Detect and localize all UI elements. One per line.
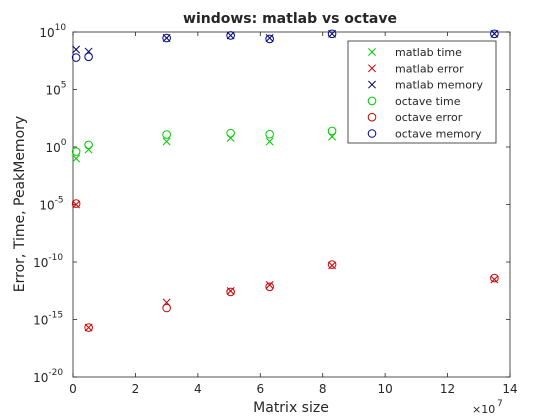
y-tick-label-exponent: 5 <box>61 81 67 91</box>
y-axis-label: Error, Time, PeakMemory <box>12 116 28 292</box>
data-point-matlab-memory <box>162 34 171 42</box>
y-tick-label: 10 -5 <box>39 196 63 213</box>
data-point-matlab-memory <box>226 31 235 40</box>
y-tick-label: 10 10 <box>39 23 66 40</box>
data-point-octave-memory <box>265 34 274 44</box>
data-point-matlab-memory <box>490 29 499 38</box>
data-point-matlab-error <box>265 281 274 289</box>
data-point-octave-error <box>226 287 235 297</box>
data-point-octave-time <box>71 147 81 156</box>
data-point-matlab-error <box>84 323 93 332</box>
data-point-octave-memory <box>71 53 81 62</box>
legend-marker-matlab-time <box>368 48 376 56</box>
x-axis-multiplier: ×10 7 <box>472 399 503 416</box>
y-tick-label-exponent: -20 <box>48 368 63 378</box>
data-point-octave-error <box>265 282 274 292</box>
data-point-matlab-time <box>265 137 274 146</box>
legend-label-matlab-error: matlab error <box>395 62 464 75</box>
x-axis-multiplier-base: ×10 <box>472 403 495 416</box>
y-tick-label-base: 10 <box>39 199 54 213</box>
data-point-octave-memory <box>84 52 93 62</box>
data-point-octave-time <box>162 130 171 139</box>
legend-label-matlab-memory: matlab memory <box>395 79 483 92</box>
legend-marker-matlab-memory <box>368 80 376 89</box>
y-tick-label: 10 -15 <box>33 311 63 328</box>
x-axis-label: Matrix size <box>253 400 329 416</box>
y-tick-label-base: 10 <box>39 26 54 40</box>
y-tick-label-base: 10 <box>46 141 61 155</box>
x-tick-label: 2 <box>132 382 140 396</box>
y-tick-label-exponent: -15 <box>48 311 63 321</box>
legend-label-octave-time: octave time <box>395 95 461 108</box>
data-point-matlab-error <box>490 275 499 284</box>
y-tick-label-base: 10 <box>33 256 48 270</box>
data-point-octave-time <box>327 126 337 136</box>
legend-marker-matlab-error <box>368 64 376 73</box>
data-point-matlab-memory <box>72 45 81 54</box>
x-tick-label: 8 <box>319 382 327 396</box>
data-point-octave-error <box>84 323 93 332</box>
data-point-octave-memory <box>327 29 337 39</box>
data-point-octave-error <box>490 273 499 283</box>
data-point-octave-time <box>84 140 93 150</box>
x-axis-multiplier-exponent: 7 <box>497 399 503 409</box>
x-tick-label: 6 <box>256 382 264 396</box>
y-tick-label-exponent: 0 <box>61 138 67 148</box>
y-tick-label: 10 -20 <box>33 368 63 385</box>
data-point-octave-time <box>226 128 235 138</box>
data-point-octave-memory <box>490 29 499 39</box>
y-tick-label: 10 -10 <box>33 253 63 270</box>
data-point-octave-memory <box>162 33 171 43</box>
x-axis: 0 2 4 6 8 10 12 14 <box>69 32 518 396</box>
x-tick-label: 14 <box>502 382 517 396</box>
data-point-octave-error <box>71 199 81 208</box>
data-point-matlab-time <box>72 154 81 163</box>
data-point-matlab-memory <box>328 29 337 38</box>
data-point-octave-error <box>327 260 337 269</box>
legend-marker-octave-time <box>367 96 377 106</box>
y-tick-label-exponent: 10 <box>55 23 67 33</box>
legend-label-matlab-time: matlab time <box>395 46 462 59</box>
data-point-octave-memory <box>226 31 235 40</box>
y-tick-label-base: 10 <box>33 371 48 385</box>
legend: matlab time matlab error matlab memory octa… <box>347 40 497 144</box>
data-point-matlab-time <box>162 137 171 146</box>
x-tick-label: 12 <box>440 382 455 396</box>
y-tick-label: 10 0 <box>46 138 67 155</box>
data-point-octave-error <box>162 303 171 313</box>
data-point-matlab-time <box>84 145 93 154</box>
chart-title: windows: matlab vs octave <box>183 11 397 27</box>
y-tick-label: 10 5 <box>46 81 67 98</box>
legend-marker-octave-error <box>367 112 377 122</box>
legend-label-octave-error: octave error <box>395 111 463 124</box>
legend-box <box>347 40 497 144</box>
y-tick-label-base: 10 <box>46 84 61 98</box>
x-tick-label: 4 <box>194 382 202 396</box>
x-tick-label: 0 <box>69 382 77 396</box>
data-point-matlab-time <box>226 134 235 143</box>
legend-label-octave-memory: octave memory <box>395 128 482 141</box>
legend-marker-octave-memory <box>367 129 377 138</box>
y-tick-label-base: 10 <box>33 314 48 328</box>
data-markers <box>71 29 499 332</box>
x-tick-label: 10 <box>378 382 393 396</box>
data-point-octave-time <box>265 129 274 139</box>
y-tick-label-exponent: -5 <box>55 196 64 206</box>
y-tick-label-exponent: -10 <box>48 253 63 263</box>
